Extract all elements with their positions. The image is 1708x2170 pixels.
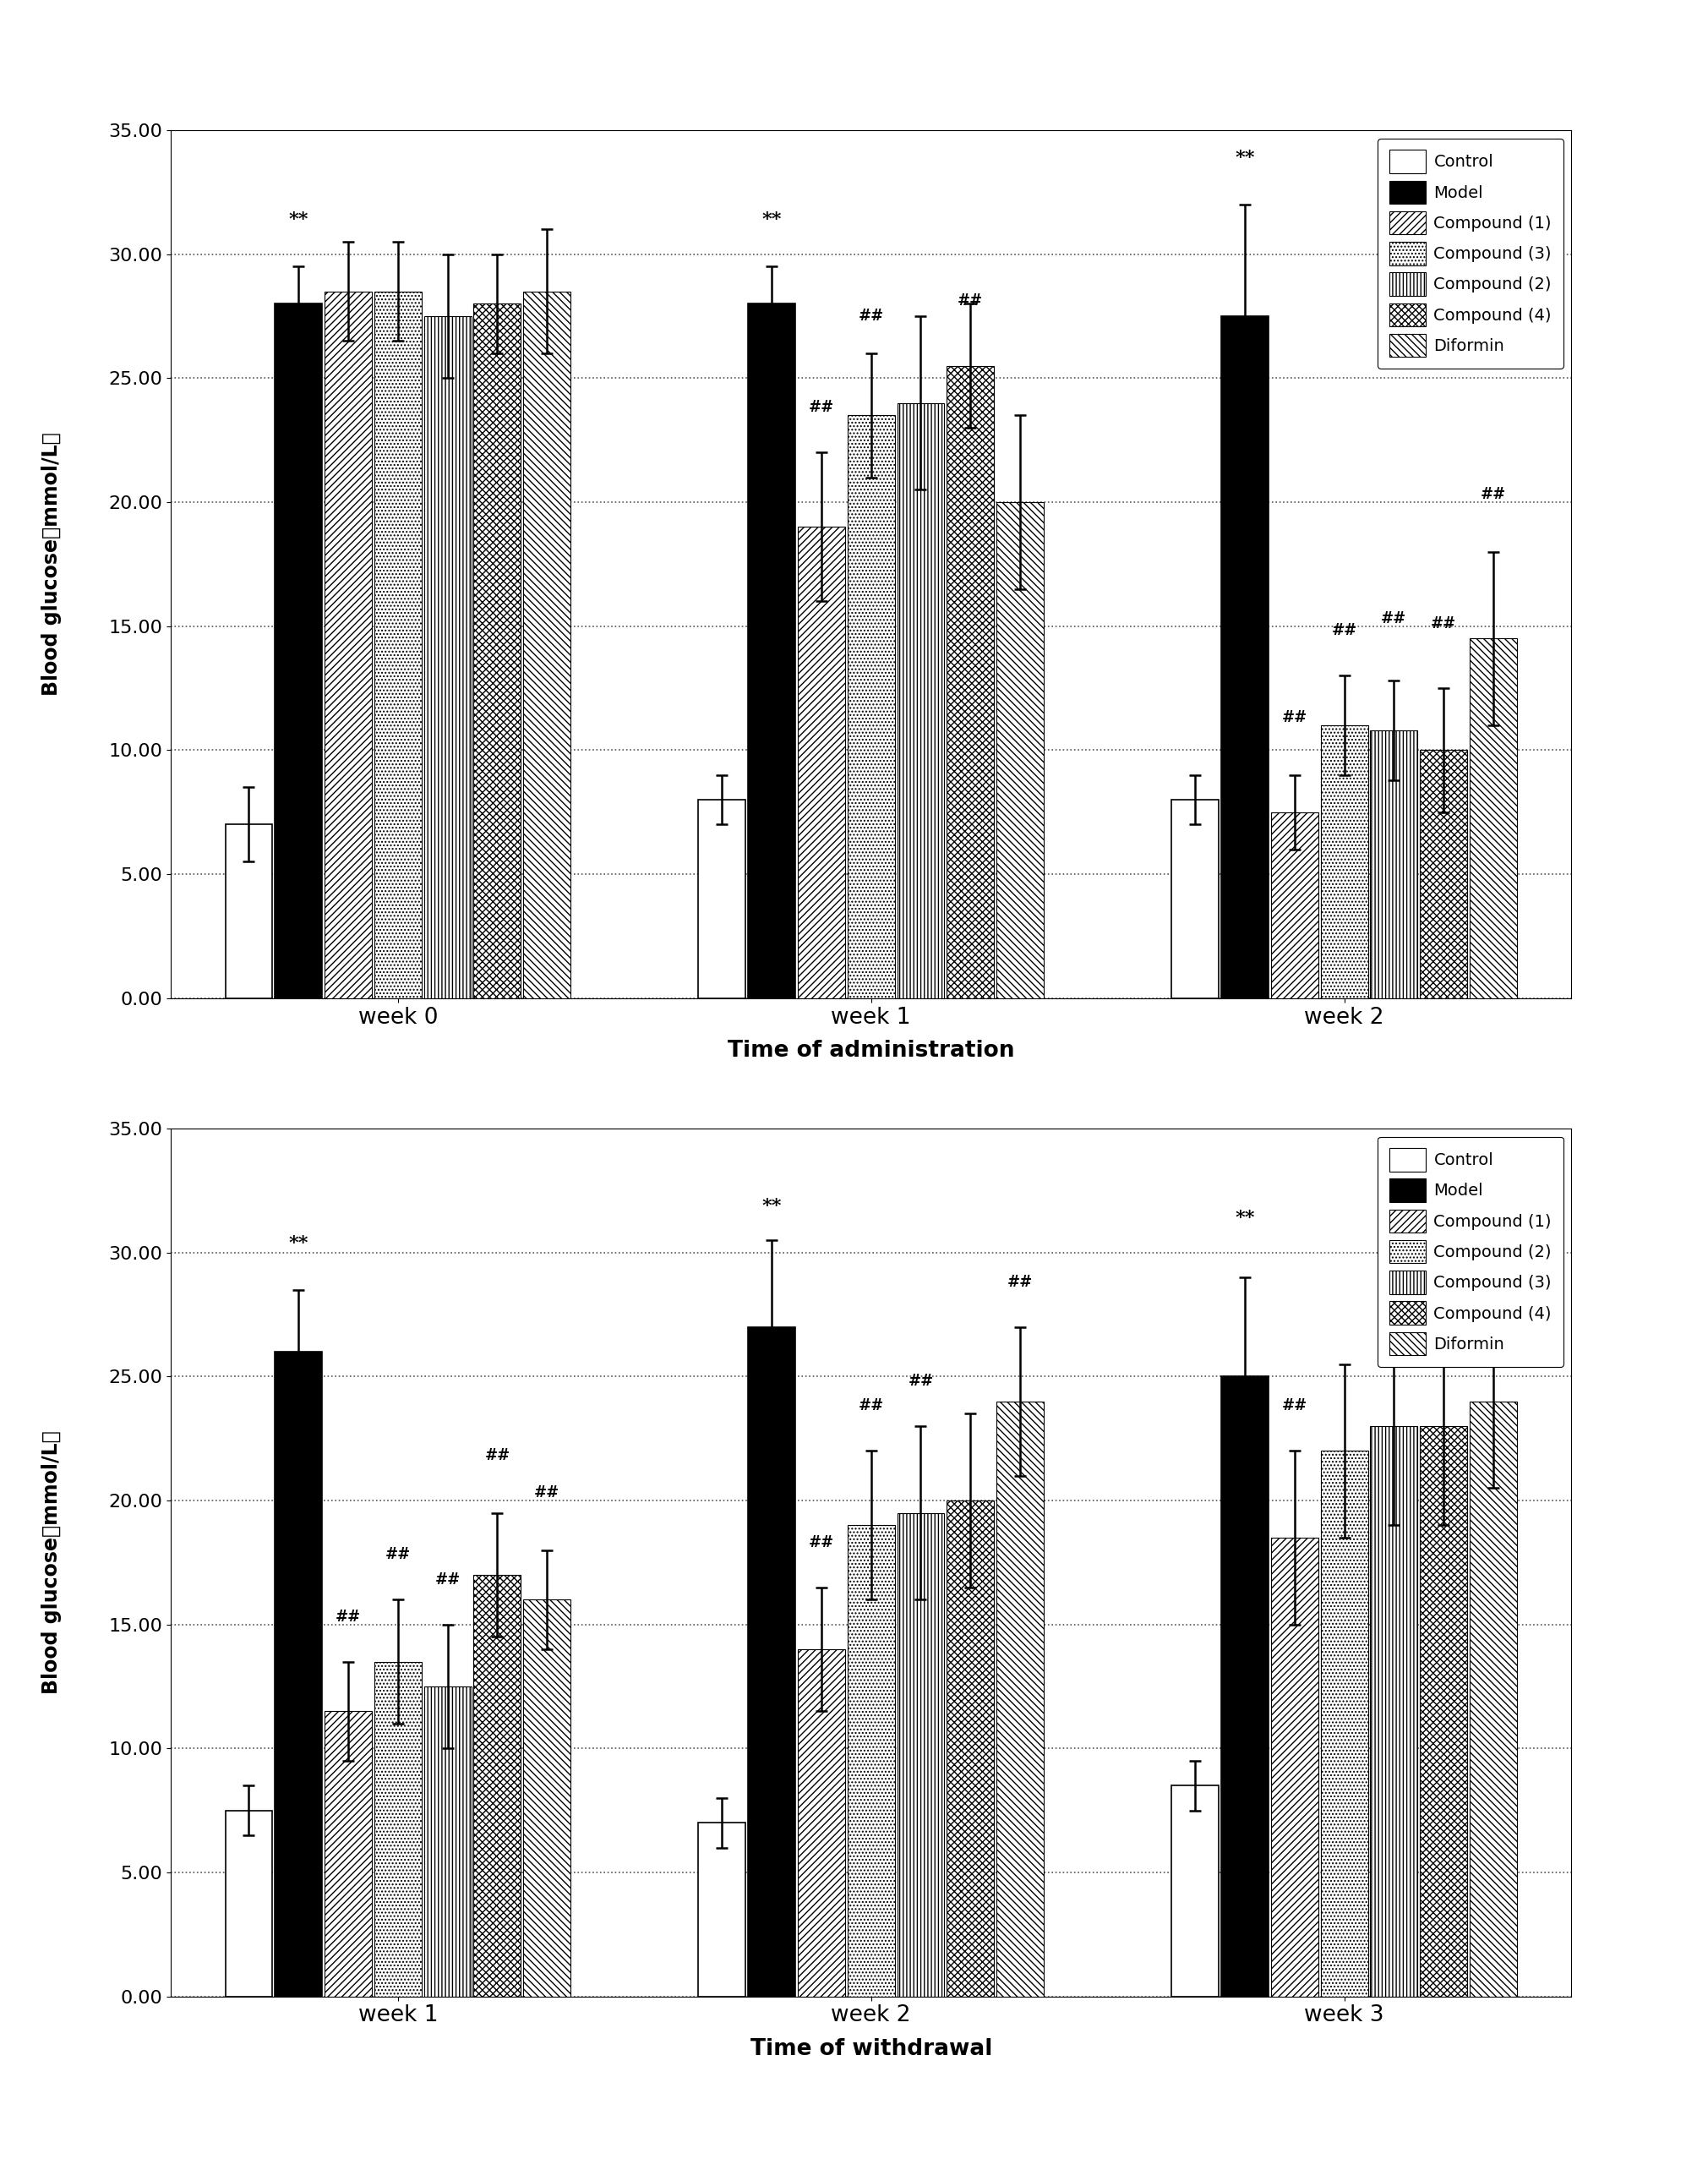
Bar	[847, 414, 895, 998]
Bar	[1271, 1539, 1319, 1996]
Text: Blood glucose（mmol/L）: Blood glucose（mmol/L）	[41, 1430, 61, 1695]
X-axis label: Time of administration: Time of administration	[728, 1039, 1015, 1061]
Bar	[225, 1810, 273, 1996]
Legend: Control, Model, Compound (1), Compound (3), Compound (2), Compound (4), Diformin: Control, Model, Compound (1), Compound (…	[1378, 139, 1563, 369]
Bar	[424, 317, 471, 998]
Bar	[1172, 1786, 1220, 1996]
Text: **: **	[289, 1235, 309, 1252]
Bar	[523, 291, 570, 998]
Text: ##: ##	[1481, 486, 1506, 501]
Bar	[1320, 1452, 1368, 1996]
Bar	[1370, 731, 1418, 998]
Text: Figure 5: Figure 5	[815, 1172, 927, 1198]
Text: ##: ##	[1281, 710, 1307, 725]
Bar	[897, 1512, 945, 1996]
Legend: Control, Model, Compound (1), Compound (2), Compound (3), Compound (4), Diformin: Control, Model, Compound (1), Compound (…	[1378, 1137, 1563, 1367]
Bar	[946, 367, 994, 998]
Text: ##: ##	[1008, 1274, 1033, 1289]
Text: ##: ##	[335, 1610, 360, 1625]
Bar	[1419, 751, 1467, 998]
Bar	[946, 1499, 994, 1996]
Text: ##: ##	[909, 1374, 934, 1389]
Text: ##: ##	[859, 308, 883, 323]
Text: **: **	[1235, 150, 1255, 167]
Bar	[1419, 1426, 1467, 1996]
Bar	[1271, 812, 1319, 998]
X-axis label: Time of withdrawal: Time of withdrawal	[750, 2038, 992, 2059]
Text: ##: ##	[1382, 612, 1407, 627]
Text: ##: ##	[485, 1447, 511, 1463]
Text: ##: ##	[535, 1484, 560, 1499]
Bar	[473, 1575, 521, 1996]
Bar	[897, 404, 945, 998]
Bar	[1370, 1426, 1418, 1996]
Text: **: **	[289, 210, 309, 230]
Bar	[225, 825, 273, 998]
Bar	[275, 1352, 323, 1996]
Bar	[798, 1649, 845, 1996]
Text: Blood glucose（mmol/L）: Blood glucose（mmol/L）	[41, 432, 61, 697]
Text: ##: ##	[958, 293, 984, 308]
Bar	[374, 1662, 422, 1996]
Bar	[748, 1326, 796, 1996]
Bar	[1221, 1376, 1269, 1996]
Bar	[1469, 638, 1517, 998]
Text: ##: ##	[436, 1571, 461, 1586]
Text: ##: ##	[384, 1547, 410, 1562]
Bar	[1172, 801, 1220, 998]
Bar	[1320, 725, 1368, 998]
Bar	[699, 801, 746, 998]
Bar	[275, 304, 323, 998]
Text: ##: ##	[1332, 623, 1358, 638]
Bar	[847, 1526, 895, 1996]
Text: ##: ##	[1281, 1397, 1307, 1413]
Bar	[748, 304, 796, 998]
Text: ##: ##	[808, 1534, 834, 1549]
Bar	[1221, 317, 1269, 998]
Text: **: **	[762, 210, 782, 230]
Text: ##: ##	[859, 1397, 883, 1413]
Text: **: **	[1235, 1209, 1255, 1228]
Bar	[473, 304, 521, 998]
Bar	[325, 1712, 372, 1996]
Bar	[374, 291, 422, 998]
Bar	[325, 291, 372, 998]
Bar	[523, 1599, 570, 1996]
Bar	[1469, 1402, 1517, 1996]
Bar	[996, 1402, 1044, 1996]
Bar	[424, 1686, 471, 1996]
Bar	[699, 1823, 746, 1996]
Bar	[798, 527, 845, 998]
Bar	[996, 501, 1044, 998]
Text: **: **	[762, 1196, 782, 1215]
Text: ##: ##	[1431, 616, 1457, 631]
Text: ##: ##	[808, 399, 834, 414]
